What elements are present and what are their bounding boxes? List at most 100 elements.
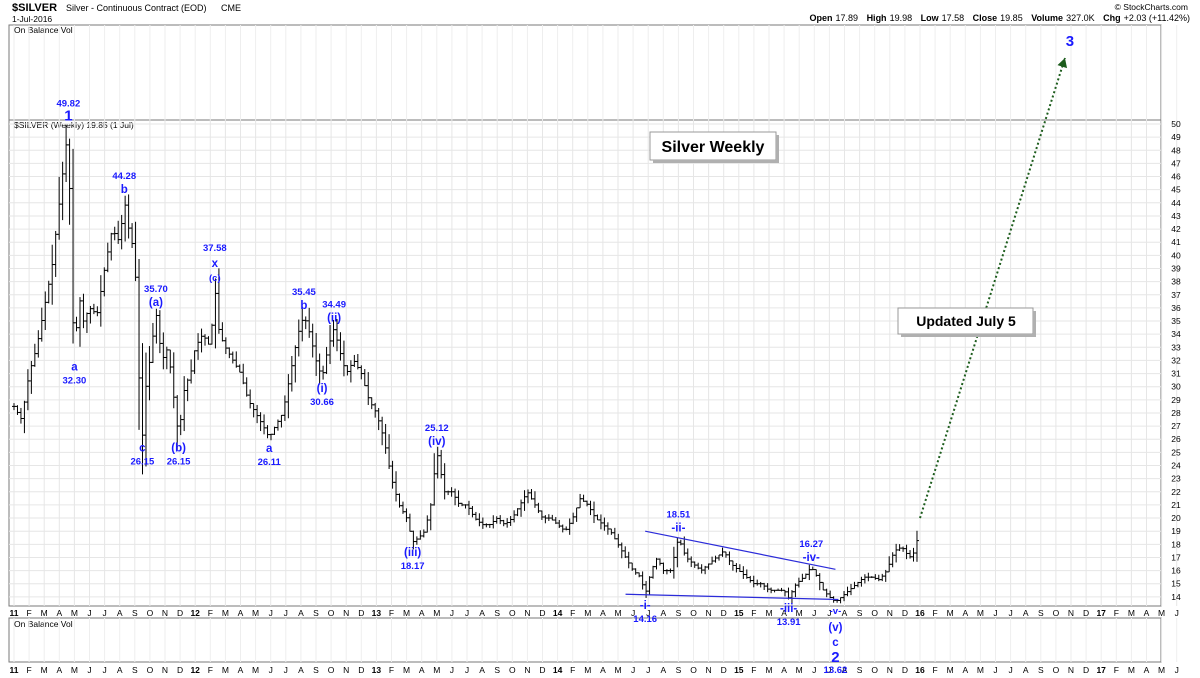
y-tick-label: 41: [1171, 237, 1181, 247]
x-tick-label: 17: [1096, 608, 1106, 618]
x-tick-label-bottom: J: [87, 665, 91, 675]
x-tick-label-bottom: M: [584, 665, 591, 675]
x-tick-label-bottom: O: [328, 665, 335, 675]
x-tick-label: A: [600, 608, 606, 618]
x-tick-label: O: [690, 608, 697, 618]
x-tick-label: S: [857, 608, 863, 618]
projection-arrowhead: [1057, 58, 1068, 69]
x-tick-label-bottom: A: [419, 665, 425, 675]
x-tick-label: M: [403, 608, 410, 618]
updated-note: Updated July 5: [916, 313, 1016, 329]
x-tick-label-bottom: M: [947, 665, 954, 675]
x-tick-label: F: [570, 608, 575, 618]
x-tick-label-bottom: M: [433, 665, 440, 675]
x-tick-label-bottom: M: [252, 665, 259, 675]
x-tick-label: F: [751, 608, 756, 618]
final-wave-v: (v): [828, 622, 842, 634]
annotation-wave: (a): [149, 297, 163, 309]
x-tick-label: M: [71, 608, 78, 618]
x-tick-label-bottom: A: [117, 665, 123, 675]
x-tick-label-bottom: J: [450, 665, 454, 675]
y-tick-label: 27: [1171, 421, 1181, 431]
price-bars: [12, 125, 919, 605]
x-tick-label-bottom: M: [41, 665, 48, 675]
x-tick-label: J: [87, 608, 91, 618]
x-tick-label-bottom: M: [977, 665, 984, 675]
projection-line: [919, 57, 1066, 519]
y-tick-label: 38: [1171, 277, 1181, 287]
x-tick-label-bottom: A: [660, 665, 666, 675]
ohlc-readout: Open 17.89 High 19.98 Low 17.58 Close 19.85 …: [810, 13, 1191, 23]
y-tick-label: 47: [1171, 158, 1181, 168]
x-tick-label: O: [328, 608, 335, 618]
x-tick-label-bottom: N: [524, 665, 530, 675]
x-tick-label-bottom: A: [842, 665, 848, 675]
x-tick-label: M: [947, 608, 954, 618]
x-tick-label: 11: [10, 608, 19, 618]
obv-bottom-label: On Balance Vol: [14, 619, 73, 629]
annotation-wave: (iv): [428, 436, 445, 448]
x-tick-label: A: [117, 608, 123, 618]
projection: 3: [919, 33, 1074, 519]
y-tick-label: 44: [1171, 198, 1181, 208]
x-tick-label: A: [56, 608, 62, 618]
y-tick-label: 43: [1171, 211, 1181, 221]
y-tick-label: 22: [1171, 487, 1181, 497]
x-tick-label: M: [584, 608, 591, 618]
x-tick-label-bottom: J: [1175, 665, 1179, 675]
x-tick-label-bottom: F: [751, 665, 756, 675]
x-tick-label: 16: [915, 608, 925, 618]
annotation-value: 26.11: [258, 457, 282, 468]
x-tick-label-bottom: M: [796, 665, 803, 675]
annotation-value: 44.28: [112, 171, 136, 182]
y-axis: 14 15 16 17 18 19 20 21 22 23 24 25 26 27 28 29 30 31 32 33…: [1171, 119, 1181, 602]
x-tick-label: S: [132, 608, 138, 618]
x-tick-label: J: [993, 608, 997, 618]
x-tick-label: M: [433, 608, 440, 618]
x-tick-label: O: [509, 608, 516, 618]
wave-annotations: 49.821 a 32.30 44.28 b c 26.15 35.70 (a) (b) 26.15…: [56, 98, 847, 675]
x-tick-label-bottom: J: [993, 665, 997, 675]
price-panel: [8, 119, 1162, 607]
x-tick-label-bottom: O: [871, 665, 878, 675]
x-tick-label-bottom: S: [494, 665, 500, 675]
x-tick-label: M: [252, 608, 259, 618]
x-tick-label: O: [147, 608, 154, 618]
y-tick-label: 17: [1171, 552, 1181, 562]
annotation-wave: (i): [317, 383, 328, 395]
x-tick-label: A: [1023, 608, 1029, 618]
x-tick-label-bottom: J: [812, 665, 816, 675]
y-tick-label: 34: [1171, 329, 1181, 339]
x-tick-label-bottom: D: [539, 665, 545, 675]
annotation-wave: x: [212, 258, 219, 270]
chart-title: Silver Weekly: [662, 139, 765, 156]
y-tick-label: 35: [1171, 316, 1181, 326]
x-tick-label: J: [450, 608, 454, 618]
x-tick-label: N: [1068, 608, 1074, 618]
y-tick-label: 39: [1171, 263, 1181, 273]
x-tick-label: F: [932, 608, 937, 618]
y-tick-label: 33: [1171, 342, 1181, 352]
x-tick-label-bottom: N: [162, 665, 168, 675]
x-tick-label-bottom: N: [706, 665, 712, 675]
x-tick-label-bottom: N: [1068, 665, 1074, 675]
x-tick-label-bottom: J: [631, 665, 635, 675]
wedge-trendline: [625, 593, 839, 601]
x-tick-label-bottom: 15: [734, 665, 744, 675]
y-tick-label: 49: [1171, 132, 1181, 142]
x-tick-label-bottom: F: [389, 665, 394, 675]
y-tick-label: 19: [1171, 526, 1181, 536]
y-tick-label: 21: [1171, 500, 1181, 510]
y-tick-label: 29: [1171, 395, 1181, 405]
x-tick-label: J: [1008, 608, 1012, 618]
annotation-wave: 1: [64, 107, 72, 124]
x-tick-label-bottom: O: [509, 665, 516, 675]
x-tick-label: D: [902, 608, 908, 618]
annotation-wave: (ii): [327, 313, 341, 325]
annotation-wave: c: [139, 442, 146, 454]
annotation-value: 18.51: [667, 510, 691, 521]
brand-label: © StockCharts.com: [1115, 2, 1188, 12]
x-tick-label-bottom: D: [358, 665, 364, 675]
annotation-value: 49.82: [56, 98, 80, 109]
